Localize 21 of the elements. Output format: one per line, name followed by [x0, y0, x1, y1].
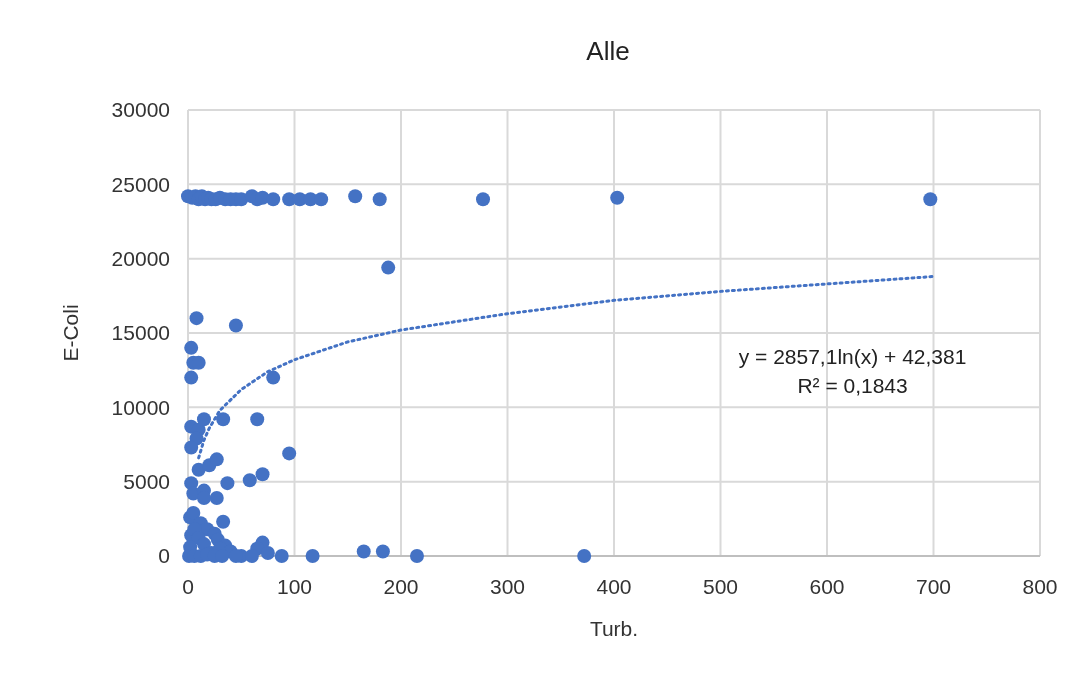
y-tick-label: 15000 [111, 321, 170, 345]
y-tick-label: 10000 [111, 395, 170, 419]
chart-title: Alle [586, 36, 630, 66]
x-tick-label: 800 [1022, 575, 1058, 598]
y-axis-title: E-Coli [59, 304, 82, 362]
x-tick-label: 500 [702, 575, 739, 598]
y-tick-label: 0 [158, 544, 170, 568]
annotation: y = 2857,1ln(x) + 42,381 [738, 345, 967, 369]
x-axis-title: Turb. [589, 617, 639, 640]
x-tick-label: 400 [596, 575, 632, 598]
x-tick-label: 0 [182, 575, 194, 598]
y-tick-label: 20000 [111, 247, 170, 271]
annotation: R² = 0,1843 [797, 374, 908, 398]
x-tick-label: 200 [383, 575, 419, 598]
x-tick-label: 100 [276, 575, 313, 598]
y-tick-label: 5000 [123, 470, 170, 494]
y-tick-label: 30000 [111, 98, 170, 122]
x-tick-label: 300 [489, 575, 526, 598]
x-tick-label: 600 [809, 575, 845, 598]
x-tick-label: 700 [915, 575, 952, 598]
y-tick-label: 25000 [111, 172, 170, 196]
